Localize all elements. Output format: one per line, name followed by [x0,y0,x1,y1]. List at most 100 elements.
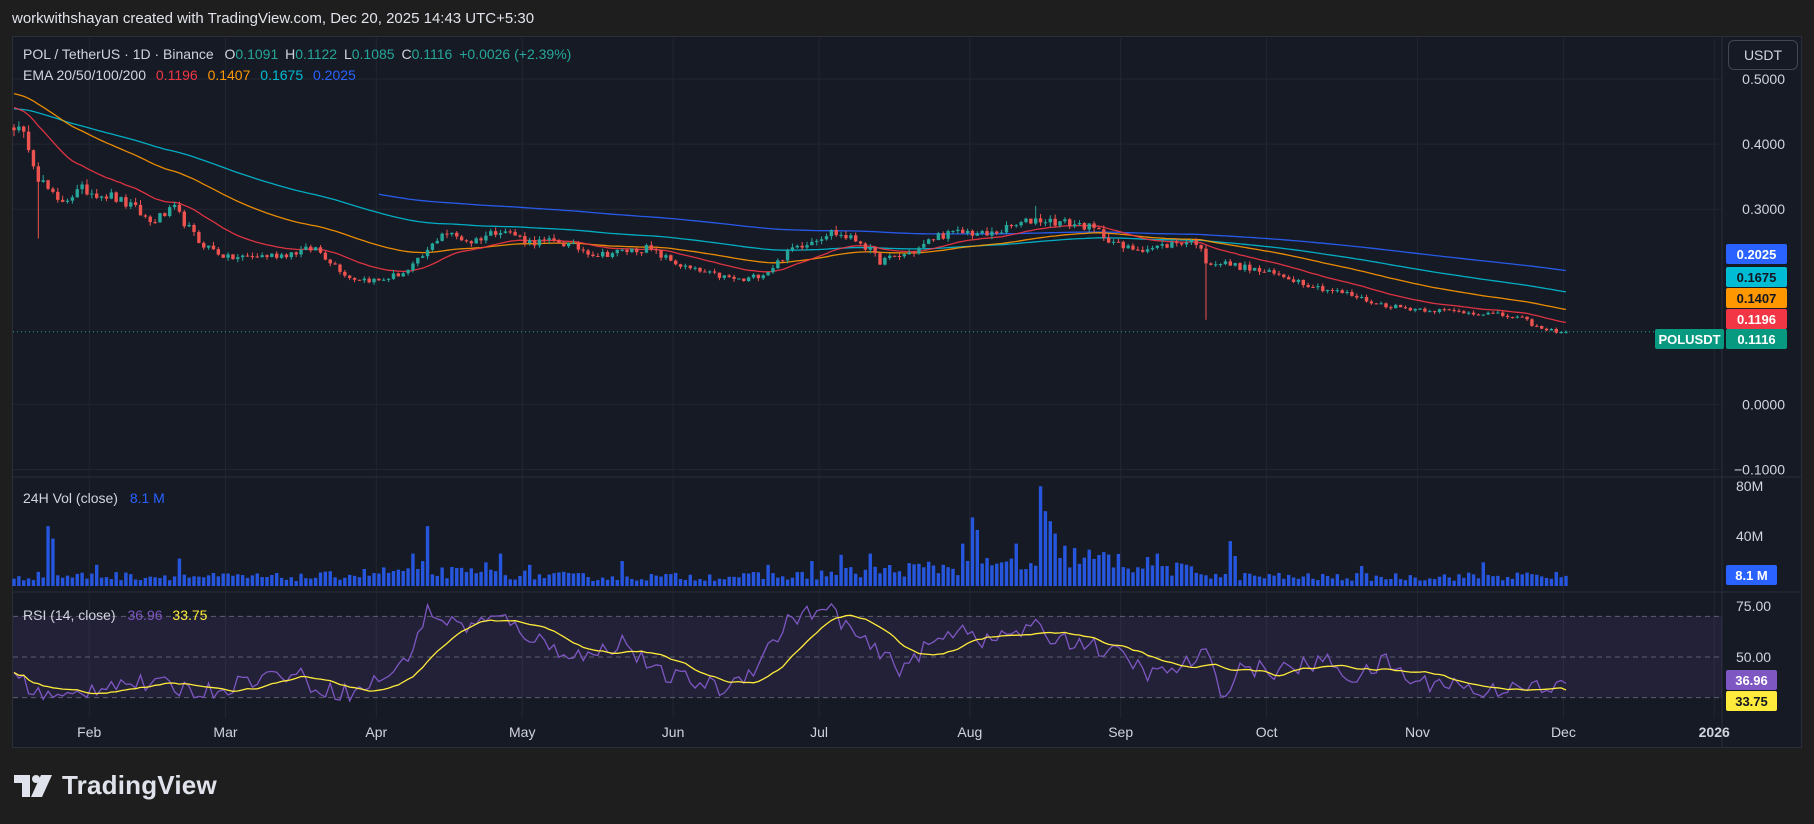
candle-body [1267,270,1271,272]
candle-body [260,255,264,258]
candle-body [323,252,328,260]
volume-legend[interactable]: 24H Vol (close) 8.1 M [23,490,168,506]
candle [138,200,143,216]
candle [51,186,55,194]
candle-body [1291,279,1296,282]
volume-bar [917,563,921,586]
candle-body [805,245,809,248]
volume-tag: 8.1 M [1726,565,1777,585]
ema200-value: 0.2025 [313,67,356,83]
candle-body [965,230,970,234]
volume-bar [1029,563,1033,586]
candle [1179,242,1184,247]
candle [625,248,629,256]
tradingview-logo[interactable]: TradingView [14,770,217,801]
candle-body [1092,223,1096,228]
candle-body [683,265,688,267]
candle-body [206,245,211,248]
currency-button[interactable]: USDT [1728,40,1798,70]
candle [197,230,201,244]
candle [503,228,508,234]
rsi-legend[interactable]: RSI (14, close) 36.96 33.75 [23,607,210,623]
volume-bar [133,579,138,586]
volume-bar [231,575,235,586]
candle-body [1272,270,1276,274]
volume-bar [1466,572,1471,586]
volume-bar [571,573,576,586]
ema-label: EMA 20/50/100/200 [23,67,146,83]
candle-body [265,255,269,257]
volume-bar [348,574,352,586]
candle-body [202,242,206,248]
candle-body [931,239,936,241]
volume-bar [712,580,717,586]
volume-bar [489,569,493,586]
candle-body [635,248,639,253]
candle-body [430,243,435,250]
candle-body [1408,307,1413,311]
volume-bar [956,575,960,586]
volume-bar [1043,511,1048,586]
candle-body [90,193,94,195]
candle [46,179,50,191]
volume-bar [80,572,84,586]
candle-body [109,192,114,199]
ema100-value: 0.1675 [260,67,304,83]
candle [172,201,177,210]
volume-bar [1141,568,1145,586]
candle-body [1194,240,1198,246]
volume-bar [1505,577,1510,586]
low-label: L [343,46,352,62]
ema100-line [13,108,1567,293]
volume-bar [669,574,673,586]
candle-body [367,278,371,283]
open-value: 0.1091 [235,46,279,62]
candle-body [348,275,352,278]
candle [688,265,692,270]
candle [528,237,532,246]
candle-body [1179,243,1184,245]
volume-bar [1394,573,1398,586]
volume-bar [17,576,21,586]
volume-bar [1539,576,1544,586]
candle-body [708,271,712,273]
candle [1428,309,1432,313]
candle [163,212,167,217]
ema-legend[interactable]: EMA 20/50/100/200 0.1196 0.1407 0.1675 0… [23,67,359,83]
volume-bar [892,572,897,586]
candle-body [1501,312,1505,316]
candle-body [1306,285,1310,288]
volume-bar [221,573,225,586]
candle [1452,307,1456,313]
volume-bar [586,577,590,586]
candle [673,259,678,266]
candle [255,253,259,258]
candle [133,197,138,208]
ema20-price-tag: 0.1196 [1726,309,1787,329]
volume-bar [1340,580,1344,586]
candle-body [1428,311,1432,313]
volume-bar [377,573,381,586]
volume-bar [99,577,104,586]
candle-body [547,238,551,240]
candle [902,253,907,259]
candle [863,242,868,253]
candle [912,250,916,257]
candle-body [839,235,843,237]
candle [1126,243,1130,249]
candle-body [279,254,284,258]
symbol-title[interactable]: POL / TetherUS · 1D · Binance [23,46,214,62]
volume-bar [970,517,975,586]
volume-bar [464,572,469,586]
candle [678,263,683,269]
volume-bar [708,574,712,586]
volume-bar [124,572,128,586]
candle [95,188,99,200]
candle [440,232,444,242]
candle-body [1082,223,1087,230]
candle [810,237,814,246]
candle [708,270,712,275]
candle [737,278,741,280]
ema200-price-tag: 0.2025 [1726,244,1787,264]
